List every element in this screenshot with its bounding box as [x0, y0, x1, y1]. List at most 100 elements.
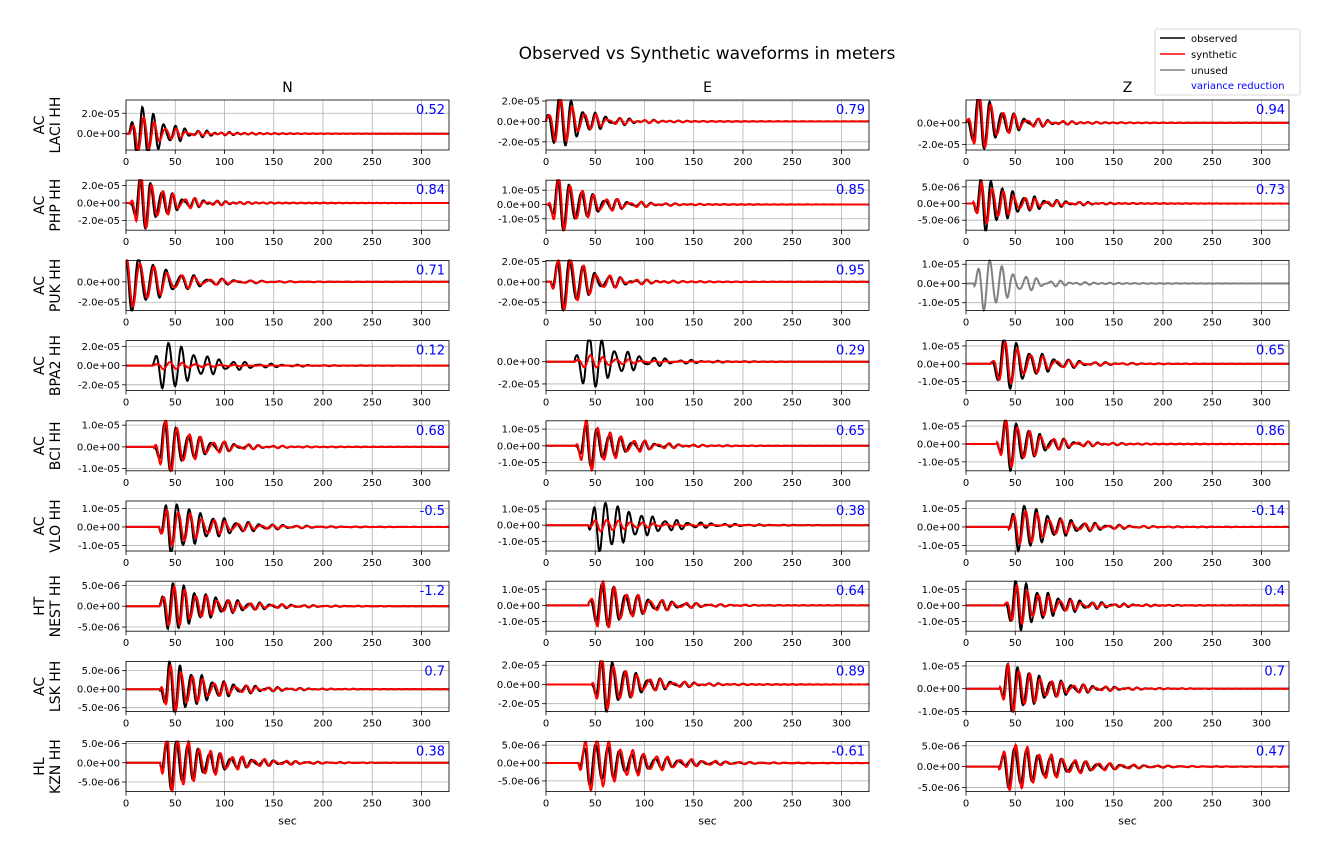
- x-tick-label: 100: [215, 398, 234, 409]
- y-tick-label: 5.0e-06: [82, 581, 120, 592]
- synthetic-trace: [966, 419, 1289, 469]
- x-tick-label: 0: [963, 638, 969, 649]
- y-tick-label: 0.0e+00: [917, 199, 960, 210]
- x-tick-label: 100: [215, 237, 234, 248]
- y-tick-label: 0.0e+00: [917, 762, 960, 773]
- x-tick-label: 50: [1009, 799, 1022, 810]
- x-tick-label: 100: [1055, 558, 1074, 569]
- x-tick-label: 200: [313, 799, 332, 810]
- x-tick-label: 150: [684, 718, 703, 729]
- x-tick-label: 300: [412, 558, 431, 569]
- panel-php-e: 0 50 100 150 200 250 300 1.0e-05 0.0e+00 -1.0e-05…: [497, 179, 870, 248]
- synthetic-trace: [966, 509, 1289, 546]
- station-name-label: KZN HH: [48, 739, 64, 794]
- x-tick-label: 50: [169, 478, 182, 489]
- station-name-label: BPA2 HH: [48, 335, 64, 396]
- station-network-label: HT: [32, 596, 48, 616]
- y-tick-label: -2.0e-05: [498, 699, 540, 710]
- x-tick-label: 0: [123, 237, 129, 248]
- y-tick-label: 1.0e-05: [922, 341, 960, 352]
- column-title-n: N: [282, 80, 292, 96]
- x-tick-label: 300: [832, 558, 851, 569]
- variance-reduction-value: 0.38: [836, 504, 865, 519]
- x-tick-label: 50: [589, 638, 602, 649]
- y-tick-label: 1.0e-05: [82, 504, 120, 515]
- x-tick-label: 200: [313, 558, 332, 569]
- x-tick-label: 200: [733, 478, 752, 489]
- station-label-bpa2: AC BPA2 HH: [32, 335, 64, 396]
- x-tick-label: 0: [123, 558, 129, 569]
- x-tick-label: 150: [684, 398, 703, 409]
- y-tick-label: 5.0e-06: [82, 739, 120, 750]
- x-tick-label: 50: [589, 398, 602, 409]
- y-tick-label: 0.0e+00: [497, 277, 540, 288]
- x-tick-label: 50: [1009, 398, 1022, 409]
- variance-reduction-value: 0.12: [416, 344, 445, 359]
- x-tick-label: 50: [169, 157, 182, 168]
- x-tick-label: 200: [733, 157, 752, 168]
- y-tick-label: 5.0e-06: [922, 182, 960, 193]
- y-tick-label: 0.0e+00: [917, 118, 960, 129]
- panel-vlo-e: 0 50 100 150 200 250 300 1.0e-05 0.0e+00 -1.0e-05…: [497, 500, 870, 569]
- y-tick-label: 0.0e+00: [77, 129, 120, 140]
- x-tick-label: 300: [412, 398, 431, 409]
- x-tick-label: 50: [1009, 718, 1022, 729]
- panel-frame: [965, 99, 1290, 151]
- x-tick-label: 250: [783, 558, 802, 569]
- y-tick-label: 0.0e+00: [77, 277, 120, 288]
- station-network-label: AC: [32, 276, 48, 295]
- x-tick-label: 300: [832, 478, 851, 489]
- station-name-label: NEST HH: [48, 575, 64, 637]
- y-tick-label: 0.0e+00: [497, 441, 540, 452]
- x-tick-label: 300: [832, 317, 851, 328]
- x-tick-label: 150: [1104, 638, 1123, 649]
- legend: observed synthetic unused variance reduc…: [1154, 28, 1301, 96]
- y-tick-label: -1.0e-05: [918, 298, 960, 309]
- legend-unused-label: unused: [1191, 66, 1228, 77]
- x-tick-label: 200: [1153, 718, 1172, 729]
- synthetic-trace: [546, 419, 869, 473]
- synthetic-trace: [966, 179, 1289, 226]
- x-tick-label: 100: [215, 638, 234, 649]
- y-tick-label: 1.0e-05: [922, 422, 960, 433]
- variance-reduction-value: 0.52: [416, 103, 445, 118]
- x-tick-label: 0: [123, 398, 129, 409]
- x-tick-label: 0: [123, 638, 129, 649]
- x-tick-label: 300: [412, 237, 431, 248]
- x-tick-label: 250: [1203, 478, 1222, 489]
- x-tick-label: 50: [169, 558, 182, 569]
- x-tick-label: 150: [684, 237, 703, 248]
- variance-reduction-value: 0.65: [836, 424, 865, 439]
- y-tick-label: 0.0e+00: [497, 200, 540, 211]
- synthetic-trace: [546, 259, 869, 312]
- panel-frame: [125, 179, 450, 231]
- x-tick-label: 0: [963, 398, 969, 409]
- y-tick-label: 0.0e+00: [917, 601, 960, 612]
- y-tick-label: 2.0e-05: [502, 97, 540, 108]
- y-tick-label: -1.0e-05: [498, 214, 540, 225]
- y-tick-label: -5.0e-06: [78, 623, 120, 634]
- x-tick-label: 100: [215, 157, 234, 168]
- x-tick-label: 50: [169, 317, 182, 328]
- y-tick-label: 0.0e+00: [917, 522, 960, 533]
- x-axis-label: sec: [698, 815, 717, 828]
- panel-frame: [545, 340, 870, 392]
- x-tick-label: 300: [832, 398, 851, 409]
- x-tick-label: 300: [412, 317, 431, 328]
- observed-trace: [965, 99, 1289, 151]
- x-tick-label: 150: [264, 237, 283, 248]
- y-tick-label: 1.0e-05: [502, 425, 540, 436]
- synthetic-trace: [546, 179, 869, 232]
- station-network-label: AC: [32, 115, 48, 134]
- variance-reduction-value: 0.73: [1256, 183, 1285, 198]
- panel-frame: [125, 741, 450, 792]
- x-tick-label: 150: [684, 638, 703, 649]
- x-tick-label: 300: [832, 799, 851, 810]
- y-tick-label: -1.0e-05: [498, 537, 540, 548]
- panel-bpa2-z: 0 50 100 150 200 250 300 1.0e-05 0.0e+00 -1.0e-05…: [917, 339, 1290, 409]
- y-tick-label: 0.0e+00: [497, 117, 540, 128]
- x-tick-label: 150: [1104, 157, 1123, 168]
- x-tick-label: 150: [684, 558, 703, 569]
- x-tick-label: 50: [1009, 558, 1022, 569]
- panel-frame: [545, 580, 870, 632]
